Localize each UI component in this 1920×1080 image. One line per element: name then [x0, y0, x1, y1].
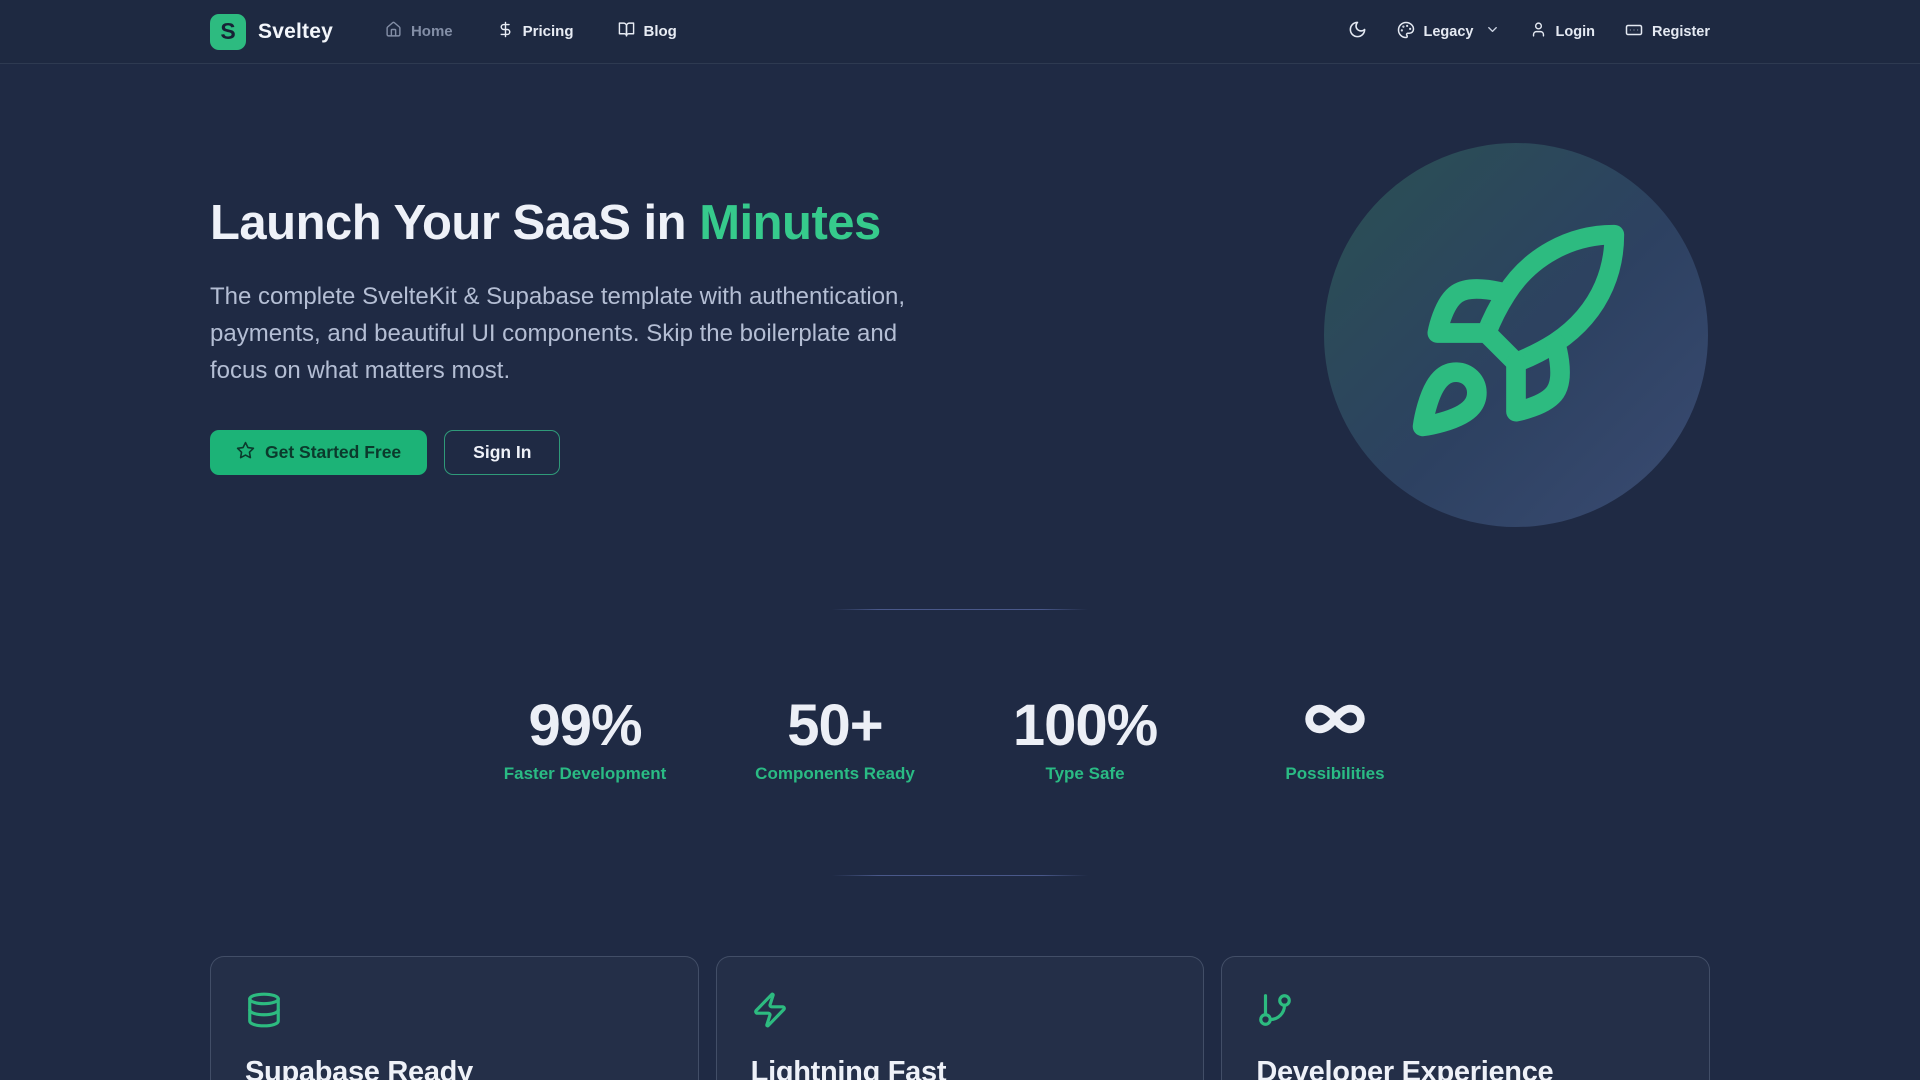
- chevron-down-icon: [1485, 22, 1500, 41]
- rectangle-ellipsis-icon: [1625, 21, 1643, 43]
- brand-logo-link[interactable]: S Sveltey: [210, 13, 333, 50]
- infinity-icon: [1304, 688, 1366, 765]
- stat-value: 50+: [787, 693, 883, 759]
- login-label: Login: [1555, 23, 1595, 40]
- main-nav: Home Pricing Blog: [385, 21, 677, 42]
- stat-label: Components Ready: [755, 764, 915, 783]
- book-open-icon: [618, 21, 635, 42]
- brand-name: Sveltey: [258, 19, 333, 43]
- section-divider-top: [832, 609, 1088, 610]
- user-icon: [1530, 21, 1547, 42]
- register-label: Register: [1651, 23, 1710, 40]
- logo-letter: S: [220, 18, 236, 44]
- nav-home-label: Home: [410, 23, 453, 40]
- stats-section: 99% Faster Development 50+ Components Re…: [460, 693, 1460, 784]
- stat-possibilities: Possibilities: [1210, 693, 1460, 784]
- stat-label: Possibilities: [1285, 764, 1385, 783]
- section-divider-bottom: [832, 875, 1088, 876]
- database-icon: [245, 991, 283, 1034]
- theme-menu-label: Legacy: [1423, 23, 1474, 40]
- stat-type-safe: 100% Type Safe: [960, 693, 1210, 784]
- get-started-button[interactable]: Get Started Free: [210, 430, 428, 476]
- nav-item-home[interactable]: Home: [385, 21, 453, 42]
- theme-menu-button[interactable]: Legacy: [1397, 21, 1500, 43]
- feature-title: Supabase Ready: [245, 1056, 473, 1080]
- hero-illustration-circle: [1324, 143, 1708, 527]
- feature-title: Developer Experience: [1256, 1056, 1554, 1080]
- sign-in-button[interactable]: Sign In: [444, 430, 561, 476]
- hero-title-highlight: Minutes: [699, 195, 881, 250]
- top-navbar: S Sveltey Home Pricing Blog: [0, 0, 1920, 64]
- stat-value: 99%: [528, 693, 642, 759]
- register-button[interactable]: Register: [1625, 21, 1710, 43]
- theme-toggle-button[interactable]: [1348, 20, 1367, 43]
- palette-icon: [1397, 21, 1415, 43]
- stat-value: 100%: [1012, 693, 1158, 759]
- nav-blog-label: Blog: [643, 23, 677, 40]
- sveltey-logo: S: [210, 13, 246, 50]
- rocket-icon: [1398, 215, 1634, 456]
- hero-section: Launch Your SaaS in Minutes The complete…: [210, 64, 1710, 527]
- dollar-sign-icon: [497, 21, 514, 42]
- stat-value-infinity: [1210, 693, 1460, 760]
- house-icon: [385, 21, 402, 42]
- nav-pricing-label: Pricing: [522, 23, 574, 40]
- login-button[interactable]: Login: [1530, 21, 1595, 42]
- feature-title: Lightning Fast: [750, 1056, 947, 1080]
- hero-description: The complete SvelteKit & Supabase templa…: [210, 283, 906, 385]
- sign-in-label: Sign In: [473, 442, 532, 463]
- stat-label: Faster Development: [503, 764, 667, 783]
- feature-card-developer-experience[interactable]: Developer Experience: [1221, 956, 1710, 1080]
- stat-label: Type Safe: [1045, 764, 1125, 783]
- get-started-label: Get Started Free: [265, 442, 402, 463]
- moon-icon: [1348, 20, 1367, 43]
- features-section: Supabase Ready Lightning Fast Developer …: [210, 956, 1710, 1080]
- star-icon: [236, 441, 255, 465]
- stat-components-ready: 50+ Components Ready: [710, 693, 960, 784]
- stat-faster-development: 99% Faster Development: [460, 693, 710, 784]
- hero-title: Launch Your SaaS in Minutes: [210, 195, 990, 251]
- feature-card-supabase[interactable]: Supabase Ready: [210, 956, 699, 1080]
- zap-icon: [751, 991, 789, 1034]
- hero-cta-row: Get Started Free Sign In: [210, 430, 990, 476]
- landing-main: Launch Your SaaS in Minutes The complete…: [0, 64, 1920, 1080]
- git-branch-icon: [1256, 991, 1294, 1034]
- feature-card-lightning[interactable]: Lightning Fast: [715, 956, 1205, 1080]
- hero-title-prefix: Launch Your SaaS in: [210, 195, 700, 250]
- nav-item-pricing[interactable]: Pricing: [497, 21, 574, 42]
- nav-item-blog[interactable]: Blog: [618, 21, 677, 42]
